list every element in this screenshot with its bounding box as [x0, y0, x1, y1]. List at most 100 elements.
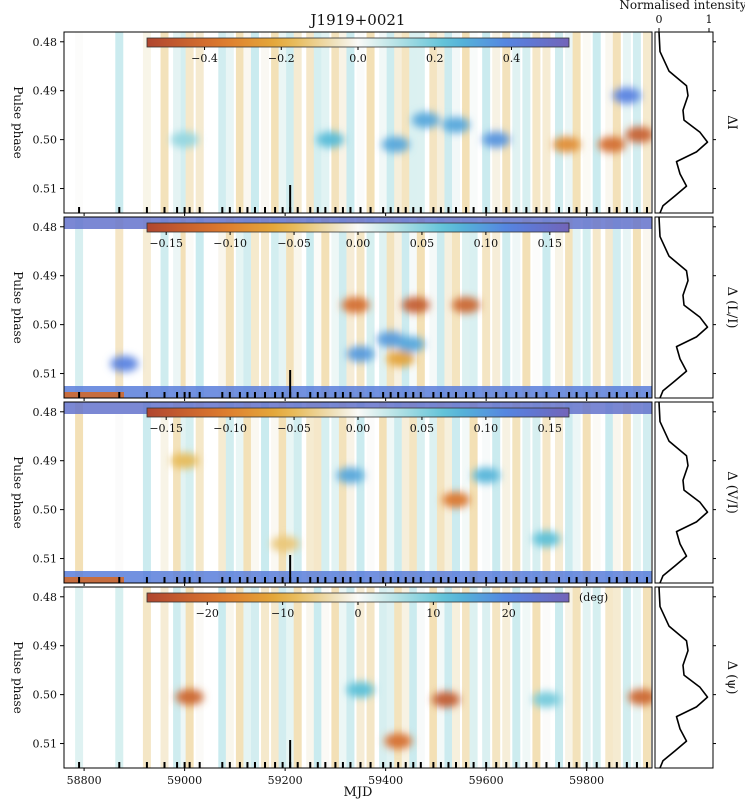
heatmap-band [180, 32, 189, 213]
heatmap-band [555, 587, 564, 768]
y-tick-label: 0.48 [33, 591, 58, 604]
heatmap-band [225, 32, 234, 213]
heatmap-bands [75, 587, 651, 768]
heatmap-band [642, 32, 651, 213]
colorbar-gradient [146, 37, 570, 48]
heatmap-band [512, 402, 521, 583]
heatmap-band [469, 32, 478, 213]
heatmap-band [462, 402, 471, 583]
panel-label: ΔI [724, 115, 739, 130]
colorbar-tick-label: 0.15 [538, 237, 563, 250]
heatmap-band [366, 217, 375, 398]
heatmap-band [555, 217, 564, 398]
heatmap-band [401, 587, 410, 768]
heatmap-band [218, 402, 227, 583]
heatmap-band [356, 32, 365, 213]
heatmap-band [555, 32, 564, 213]
heatmap-band [582, 217, 591, 398]
heatmap-feature [532, 530, 561, 547]
heatmap-band [482, 32, 491, 213]
panel-frame [63, 31, 653, 214]
heatmap-band [592, 217, 601, 398]
heatmap-band [386, 32, 395, 213]
colorbar-tick-label: −0.15 [149, 237, 183, 250]
heatmap-band [612, 402, 621, 583]
colorbar-tick-label: 10 [426, 607, 440, 620]
heatmap-band [173, 402, 182, 583]
heatmap-band [346, 587, 355, 768]
heatmap-band [243, 402, 252, 583]
heatmap-band [632, 32, 641, 213]
heatmap-band [75, 587, 84, 768]
heatmap-band [379, 32, 388, 213]
heatmap-feature [346, 681, 375, 698]
heatmap-band [512, 32, 521, 213]
profile-curve [658, 31, 709, 214]
heatmap-band [522, 402, 531, 583]
heatmap-band [271, 32, 280, 213]
x-tick-label: 59800 [569, 774, 604, 787]
heatmap-band [512, 587, 521, 768]
heatmap-band [278, 32, 287, 213]
colorbar-tick-label: 0.2 [426, 52, 444, 65]
heatmap-band [286, 217, 295, 398]
heatmap-band [271, 587, 280, 768]
heatmap-band [482, 587, 491, 768]
colorbar-tick-label: 0.15 [538, 422, 563, 435]
heatmap-band [622, 402, 631, 583]
heatmap-feature [627, 689, 652, 706]
y-tick-label: 0.48 [33, 36, 58, 49]
heatmap-band [622, 32, 631, 213]
colorbar-tick-label: 0.05 [410, 237, 435, 250]
y-axis-label: Pulse phase [11, 271, 25, 344]
profile-curve [658, 586, 709, 769]
heatmap-band [532, 217, 541, 398]
heatmap-band [429, 587, 438, 768]
y-tick-label: 0.49 [33, 640, 58, 653]
heatmap-band [592, 32, 601, 213]
heatmap-band [338, 32, 347, 213]
y-tick-label: 0.51 [33, 738, 58, 751]
heatmap-band [306, 402, 315, 583]
heatmap-band [642, 402, 651, 583]
heatmap-band [160, 402, 169, 583]
colorbar: −0.15 −0.10 −0.05 0.00 0.05 0.10 0.15 [146, 407, 570, 435]
x-tick-label: 59000 [167, 774, 202, 787]
colorbar-tick-label: −0.05 [277, 422, 311, 435]
colorbar-tick-label: −0.4 [191, 52, 218, 65]
heatmap-band [436, 587, 445, 768]
heatmap-band [436, 402, 445, 583]
heatmap-band [313, 402, 322, 583]
colorbar-unit: (deg) [579, 591, 608, 604]
heatmap-band [225, 217, 234, 398]
panel-label: Δ (ψ) [724, 661, 739, 695]
y-tick-label: 0.48 [33, 406, 58, 419]
heatmap-band [261, 587, 270, 768]
heatmap-band [313, 32, 322, 213]
heatmap-band [592, 402, 601, 583]
heatmap-band [482, 217, 491, 398]
heatmap-feature [386, 350, 415, 367]
heatmap-band [142, 217, 151, 398]
heatmap-band [565, 32, 574, 213]
x-tick-label: 58800 [67, 774, 102, 787]
heatmap-band [278, 587, 287, 768]
heatmap-band [502, 402, 511, 583]
heatmap-band [250, 587, 259, 768]
profile-curve [658, 401, 709, 584]
heatmap-band [592, 587, 601, 768]
heatmap-band [235, 402, 244, 583]
colorbar: −0.4 −0.2 0.0 0.2 0.4 [146, 37, 570, 65]
heatmap-band [75, 32, 84, 213]
heatmap-band [225, 402, 234, 583]
heatmap-feature [271, 535, 300, 552]
colorbar-tick-label: 0.10 [474, 422, 499, 435]
heatmap-feature [316, 131, 345, 148]
heatmap-bands [75, 402, 651, 583]
heatmap-band [386, 587, 395, 768]
heatmap-band [436, 32, 445, 213]
colorbar: −20 −10 0 10 20 (deg) [146, 591, 608, 620]
